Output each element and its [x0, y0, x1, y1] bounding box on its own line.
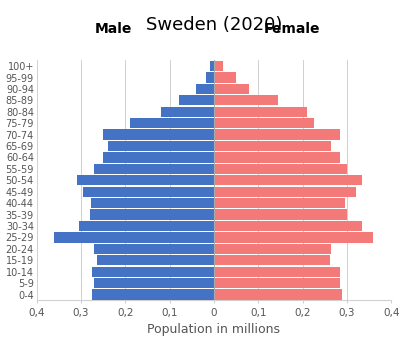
Bar — [196, 84, 214, 94]
Bar — [214, 289, 343, 300]
Text: Female: Female — [263, 22, 320, 36]
Bar — [214, 278, 340, 288]
Bar — [94, 164, 214, 174]
Bar — [77, 175, 214, 185]
Bar — [214, 255, 330, 265]
Bar — [214, 141, 331, 151]
Bar — [161, 107, 214, 117]
Bar — [90, 209, 214, 220]
Bar — [83, 187, 214, 197]
Bar — [54, 232, 214, 242]
Bar — [214, 84, 249, 94]
Bar — [214, 232, 373, 242]
Bar — [103, 130, 214, 140]
Bar — [214, 187, 356, 197]
Bar — [214, 118, 313, 128]
Bar — [94, 244, 214, 254]
Bar — [130, 118, 214, 128]
Bar — [94, 278, 214, 288]
Bar — [92, 266, 214, 277]
Text: Male: Male — [95, 22, 132, 36]
Bar — [214, 107, 307, 117]
Bar — [214, 175, 362, 185]
Bar — [79, 221, 214, 231]
Bar — [214, 61, 223, 71]
Bar — [214, 198, 345, 208]
Title: Sweden (2020): Sweden (2020) — [146, 16, 282, 34]
Bar — [179, 95, 214, 105]
Bar — [206, 73, 214, 83]
Bar — [96, 255, 214, 265]
Bar — [214, 73, 236, 83]
Bar — [214, 221, 362, 231]
Bar — [214, 95, 278, 105]
Bar — [214, 244, 331, 254]
Bar — [103, 152, 214, 162]
Bar — [214, 152, 340, 162]
Bar — [214, 209, 347, 220]
Bar — [91, 198, 214, 208]
Bar — [211, 61, 214, 71]
Bar — [108, 141, 214, 151]
Bar — [214, 130, 340, 140]
Bar — [92, 289, 214, 300]
Bar — [214, 266, 340, 277]
Bar — [214, 164, 347, 174]
X-axis label: Population in millions: Population in millions — [147, 324, 280, 337]
